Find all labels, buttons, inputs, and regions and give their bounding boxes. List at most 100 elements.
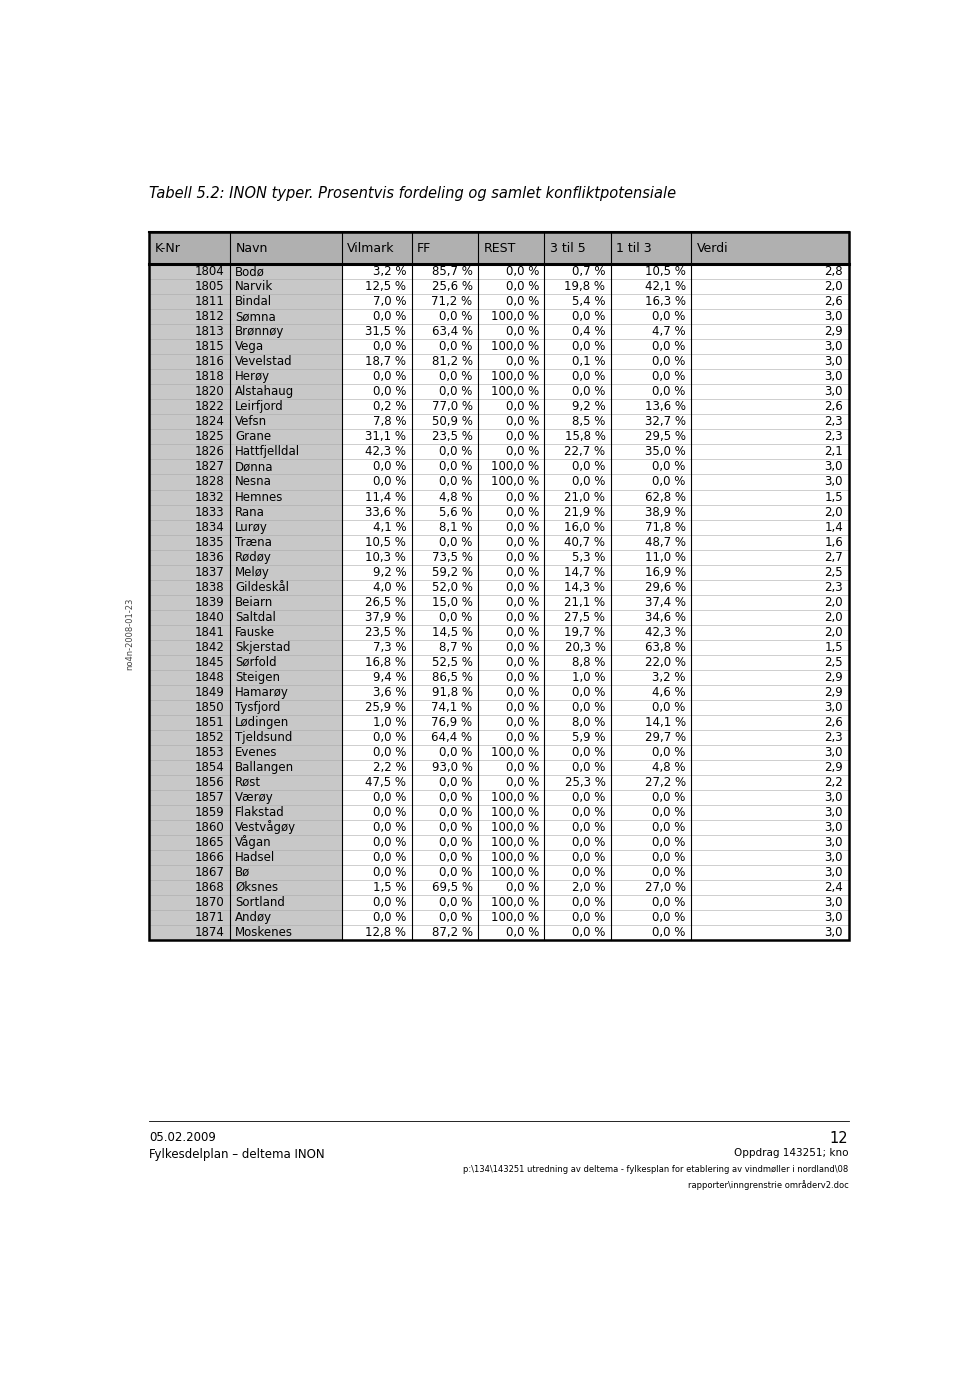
Text: 0,0 %: 0,0 % [506, 610, 539, 624]
Text: 62,8 %: 62,8 % [645, 490, 685, 504]
Text: 100,0 %: 100,0 % [491, 866, 539, 878]
Text: 10,5 %: 10,5 % [366, 536, 406, 548]
Text: rapporter\inngrenstrie områderv2.doc: rapporter\inngrenstrie områderv2.doc [687, 1181, 849, 1190]
Text: 1867: 1867 [195, 866, 225, 878]
Text: 0,0 %: 0,0 % [506, 446, 539, 458]
Text: 0,0 %: 0,0 % [653, 807, 685, 819]
Text: Øksnes: Øksnes [235, 881, 278, 894]
Text: 59,2 %: 59,2 % [432, 566, 472, 579]
Text: 05.02.2009: 05.02.2009 [150, 1131, 216, 1143]
Text: 38,9 %: 38,9 % [645, 505, 685, 518]
Text: 0,0 %: 0,0 % [506, 490, 539, 504]
Bar [150, 744, 342, 760]
Text: 1840: 1840 [195, 610, 225, 624]
Text: 0,0 %: 0,0 % [506, 595, 539, 609]
Text: 34,6 %: 34,6 % [645, 610, 685, 624]
Text: 7,0 %: 7,0 % [372, 296, 406, 308]
Text: 7,3 %: 7,3 % [372, 641, 406, 653]
Text: 2,2 %: 2,2 % [372, 761, 406, 773]
Text: 16,3 %: 16,3 % [645, 296, 685, 308]
Bar [342, 489, 849, 504]
Text: 0,0 %: 0,0 % [372, 731, 406, 744]
Bar [150, 865, 342, 880]
Text: Skjerstad: Skjerstad [235, 641, 291, 653]
Text: 2,8: 2,8 [825, 265, 843, 279]
Text: 0,0 %: 0,0 % [506, 296, 539, 308]
Text: 0,0 %: 0,0 % [372, 746, 406, 758]
Text: Hattfjelldal: Hattfjelldal [235, 446, 300, 458]
Text: 1,0 %: 1,0 % [572, 671, 606, 684]
Text: 0,0 %: 0,0 % [653, 385, 685, 398]
Text: 33,6 %: 33,6 % [366, 505, 406, 518]
Text: 25,9 %: 25,9 % [365, 700, 406, 714]
Text: 1868: 1868 [195, 881, 225, 894]
Text: 81,2 %: 81,2 % [432, 355, 472, 369]
Bar [342, 519, 849, 534]
Text: 52,5 %: 52,5 % [432, 656, 472, 668]
Text: 0,0 %: 0,0 % [653, 896, 685, 909]
Text: 0,1 %: 0,1 % [572, 355, 606, 369]
Text: 0,0 %: 0,0 % [572, 896, 606, 909]
Bar [150, 729, 342, 744]
Bar [150, 475, 342, 489]
Text: 1836: 1836 [195, 551, 225, 563]
Bar [342, 460, 849, 475]
Text: 31,5 %: 31,5 % [366, 326, 406, 338]
Text: 4,8 %: 4,8 % [439, 490, 472, 504]
Text: 0,0 %: 0,0 % [440, 851, 472, 865]
Bar [342, 639, 849, 655]
Text: 0,0 %: 0,0 % [372, 820, 406, 834]
Text: 1833: 1833 [195, 505, 225, 518]
Text: 0,0 %: 0,0 % [653, 911, 685, 924]
Text: 0,0 %: 0,0 % [572, 385, 606, 398]
Text: 0,0 %: 0,0 % [440, 746, 472, 758]
Text: 0,0 %: 0,0 % [572, 686, 606, 699]
Text: Sortland: Sortland [235, 896, 285, 909]
Text: 0,0 %: 0,0 % [572, 700, 606, 714]
Bar [150, 639, 342, 655]
Bar [150, 849, 342, 865]
Text: 1839: 1839 [195, 595, 225, 609]
Text: 1871: 1871 [195, 911, 225, 924]
Text: 2,9: 2,9 [825, 761, 843, 773]
Text: 0,0 %: 0,0 % [372, 807, 406, 819]
Text: 100,0 %: 100,0 % [491, 370, 539, 384]
Text: 1838: 1838 [195, 580, 225, 594]
Text: 2,0 %: 2,0 % [572, 881, 606, 894]
Text: Vefsn: Vefsn [235, 416, 268, 428]
Text: 0,0 %: 0,0 % [440, 820, 472, 834]
Bar [342, 624, 849, 639]
Text: 15,0 %: 15,0 % [432, 595, 472, 609]
Bar [150, 279, 342, 294]
Text: 4,6 %: 4,6 % [652, 686, 685, 699]
Bar [342, 775, 849, 790]
Text: Andøy: Andøy [235, 911, 273, 924]
Text: 0,0 %: 0,0 % [440, 896, 472, 909]
Text: 1860: 1860 [195, 820, 225, 834]
Bar [150, 760, 342, 775]
Text: 3,0: 3,0 [825, 925, 843, 939]
Text: 100,0 %: 100,0 % [491, 820, 539, 834]
Text: Evenes: Evenes [235, 746, 277, 758]
Text: Tabell 5.2: INON typer. Prosentvis fordeling og samlet konfliktpotensiale: Tabell 5.2: INON typer. Prosentvis forde… [150, 185, 677, 200]
Text: 0,0 %: 0,0 % [653, 700, 685, 714]
Text: 26,5 %: 26,5 % [365, 595, 406, 609]
Text: 100,0 %: 100,0 % [491, 340, 539, 354]
Text: 4,8 %: 4,8 % [652, 761, 685, 773]
Text: 2,7: 2,7 [825, 551, 843, 563]
Text: 20,3 %: 20,3 % [564, 641, 606, 653]
Text: 0,0 %: 0,0 % [506, 731, 539, 744]
Text: 2,0: 2,0 [825, 595, 843, 609]
Text: 5,3 %: 5,3 % [572, 551, 606, 563]
Bar [150, 340, 342, 355]
Text: 1805: 1805 [195, 280, 225, 293]
Text: 25,6 %: 25,6 % [432, 280, 472, 293]
Text: 9,4 %: 9,4 % [372, 671, 406, 684]
Text: 19,8 %: 19,8 % [564, 280, 606, 293]
Bar [342, 820, 849, 836]
Text: 31,1 %: 31,1 % [365, 431, 406, 443]
Text: Værøy: Værøy [235, 791, 274, 804]
Bar [150, 580, 342, 595]
Bar [150, 429, 342, 445]
Text: Gildeskål: Gildeskål [235, 580, 289, 594]
